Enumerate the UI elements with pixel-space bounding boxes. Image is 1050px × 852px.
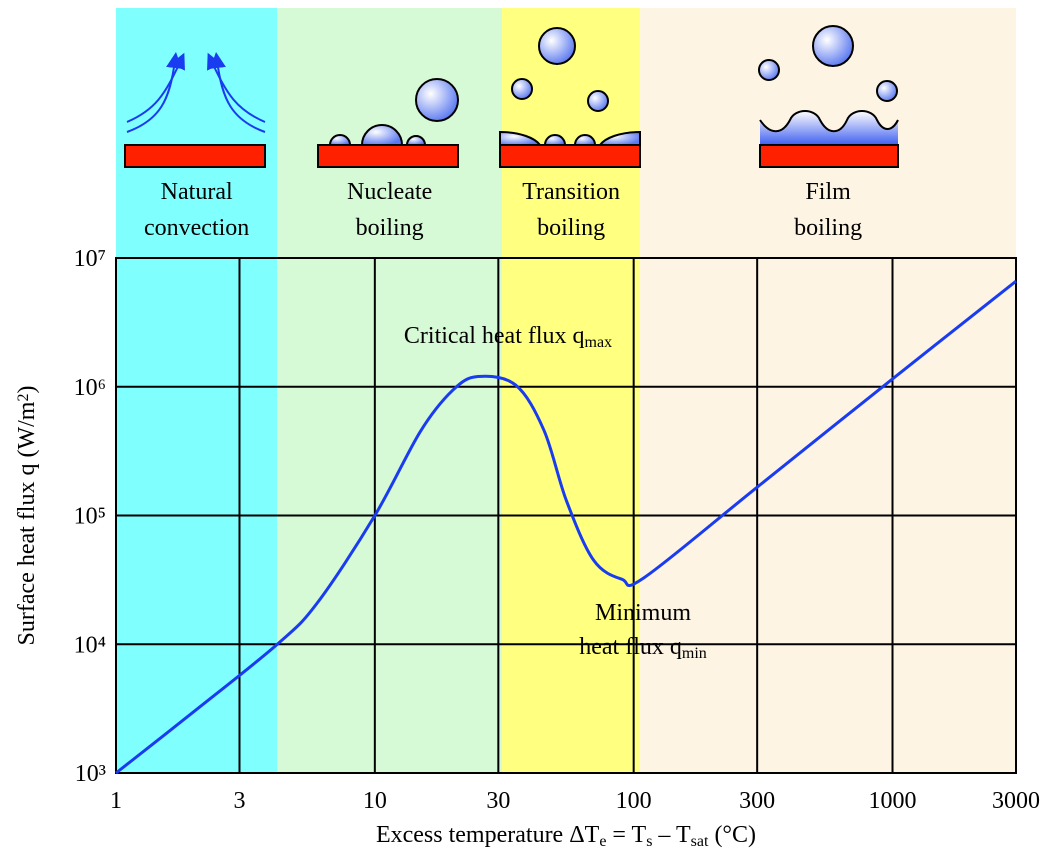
- y-axis-label-part: 2: [15, 394, 32, 402]
- heater-plate: [500, 145, 640, 167]
- region-label: Transition: [522, 179, 620, 205]
- y-tick-label: 10³: [75, 761, 106, 787]
- y-axis-label-part: Surface heat flux q (W/m: [14, 401, 40, 645]
- heater-plate: [125, 145, 265, 167]
- region-label: boiling: [537, 215, 605, 241]
- x-axis-label-part: e: [599, 833, 606, 850]
- x-axis-label-part: sat: [691, 833, 709, 850]
- region: [116, 8, 277, 773]
- y-tick-label: 10⁷: [74, 246, 106, 272]
- x-tick-label: 1000: [869, 788, 917, 814]
- x-tick-label: 10: [363, 788, 387, 814]
- x-axis-label-part: – T: [652, 822, 691, 848]
- region-label: boiling: [356, 215, 424, 241]
- y-tick-label: 10⁵: [74, 504, 106, 530]
- annotation: Critical heat flux qmax: [404, 323, 612, 351]
- annotation-part: heat flux q: [579, 634, 682, 660]
- x-tick-label: 1: [110, 788, 122, 814]
- annotation-part: min: [682, 645, 707, 662]
- region: [277, 8, 502, 773]
- y-axis-label: Surface heat flux q (W/m2): [14, 386, 40, 646]
- annotation-part: Critical heat flux q: [404, 323, 585, 349]
- region-label: Natural: [161, 179, 233, 205]
- region-label: Film: [805, 179, 851, 205]
- x-tick-label: 300: [739, 788, 775, 814]
- chart: Natural convection Nucleate boiling Transiti…: [0, 0, 1050, 852]
- annotation-part: max: [585, 334, 613, 351]
- heater-plate: [318, 145, 458, 167]
- x-tick-label: 3000: [992, 788, 1040, 814]
- annotation: Minimum: [595, 600, 691, 626]
- y-axis-label-part: ): [14, 386, 40, 394]
- y-tick-label: 10⁶: [74, 375, 106, 401]
- x-axis-label-part: = T: [606, 822, 646, 848]
- x-tick-label: 3: [233, 788, 245, 814]
- region-label: Nucleate: [347, 179, 432, 205]
- regions: Natural convection Nucleate boiling Transiti…: [116, 8, 1016, 773]
- heater-plate: [760, 145, 898, 167]
- x-axis-label-part: (°C): [708, 822, 756, 848]
- annotation-part: Minimum: [595, 600, 691, 626]
- x-axis-label-part: Excess temperature ΔT: [376, 822, 600, 848]
- x-tick-label: 100: [616, 788, 652, 814]
- x-tick-label: 30: [486, 788, 510, 814]
- region-label: convection: [144, 215, 249, 241]
- y-tick-label: 10⁴: [74, 632, 106, 658]
- x-axis-label: Excess temperature ΔTe = Ts – Tsat (°C): [376, 822, 756, 850]
- region-label: boiling: [794, 215, 862, 241]
